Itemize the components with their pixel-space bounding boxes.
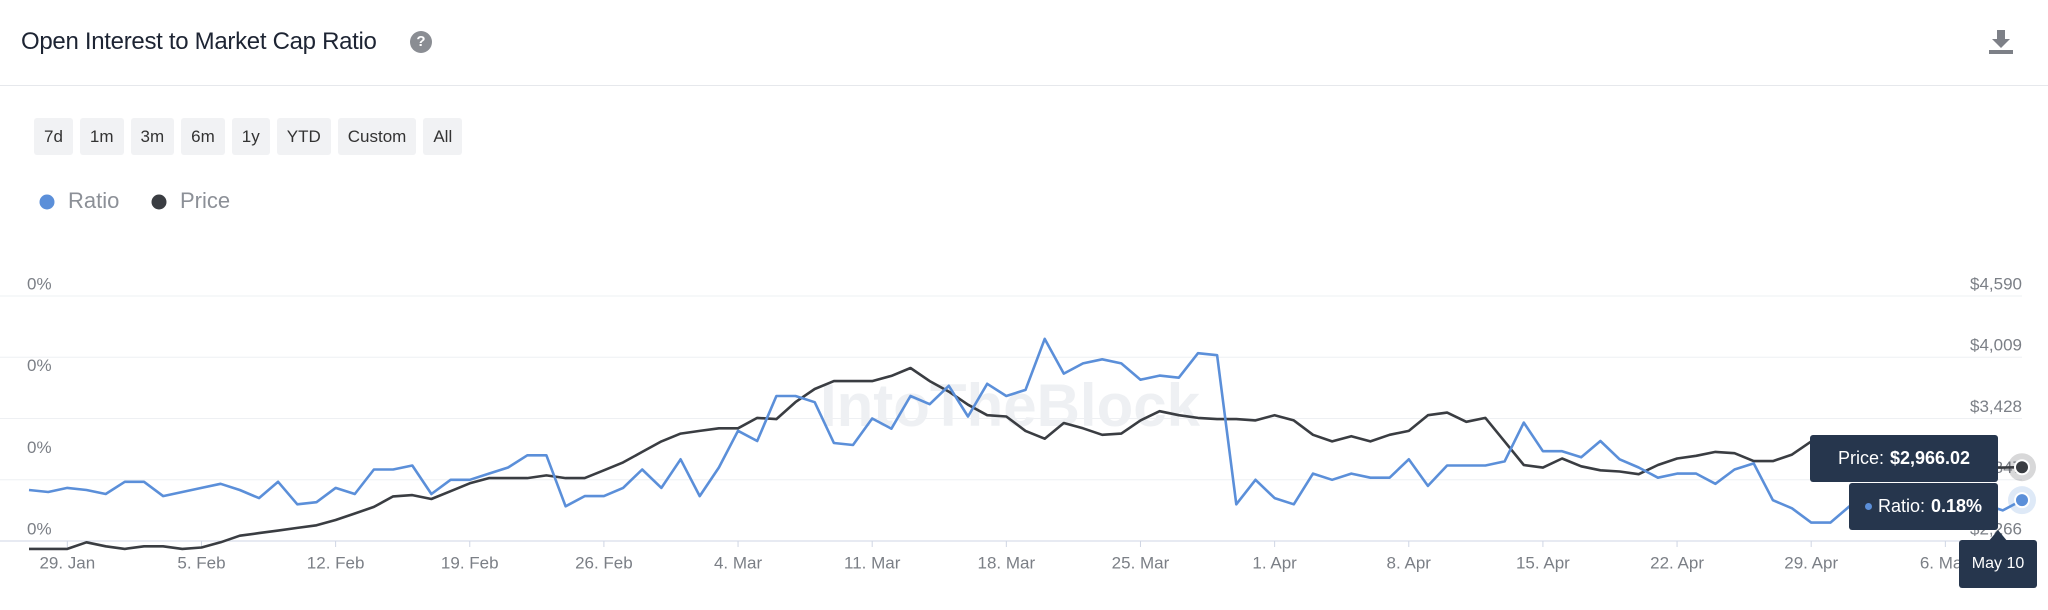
tooltip-price: Price: $2,966.02 [1810, 435, 1998, 482]
legend-label: Price [180, 188, 230, 213]
x-tick-label: 4. Mar [714, 553, 763, 572]
x-tick-label: 25. Mar [1112, 553, 1170, 572]
legend-label: Ratio [68, 188, 119, 213]
series-line [29, 366, 2023, 551]
x-tick-label: 29. Apr [1784, 553, 1838, 572]
hover-point [2014, 459, 2030, 476]
y2-tick-label: $4,009 [1970, 336, 2022, 355]
watermark: IntoTheBlock [820, 372, 1201, 439]
x-tick-label: 12. Feb [307, 553, 365, 572]
x-tick-label: 5. Feb [177, 553, 225, 572]
tooltip-label: Ratio: [1877, 496, 1925, 516]
range-button[interactable]: 6m [181, 118, 225, 155]
range-button[interactable]: Custom [337, 118, 417, 155]
y2-tick-label: $3,428 [1970, 397, 2022, 416]
series-line [28, 337, 2023, 524]
tooltip-date: May 10 [1959, 540, 2037, 588]
tooltip-ratio: Ratio: 0.18% [1849, 483, 1998, 530]
x-tick-label: 19. Feb [441, 553, 499, 572]
range-button[interactable]: All [423, 118, 463, 155]
download-icon[interactable] [1988, 28, 2014, 56]
x-tick-label: 18. Mar [978, 553, 1036, 572]
legend-marker [39, 194, 55, 210]
hover-point [2014, 492, 2030, 509]
tooltip-value: 0.18% [1930, 496, 1983, 516]
y-tick-label: 0% [27, 519, 52, 538]
x-tick-label: 29. Jan [39, 553, 95, 572]
range-buttons: 7d 1m 3m 6m 1y YTD Custom All [34, 118, 463, 155]
divider [0, 85, 2048, 86]
y-tick-label: 0% [27, 438, 52, 457]
range-button[interactable]: 1y [231, 118, 270, 155]
hover-halo [2008, 453, 2036, 482]
x-tick-label: 1. Apr [1252, 553, 1297, 572]
tooltip-arrow [1988, 530, 2008, 542]
tooltip-dot [1864, 503, 1872, 510]
legend-marker [151, 194, 167, 210]
tooltip-date-text: May 10 [1971, 555, 2025, 572]
x-tick-label: 26. Feb [575, 553, 633, 572]
x-tick-label: 11. Mar [844, 553, 901, 572]
y2-tick-label: $4,590 [1970, 274, 2022, 293]
x-tick-label: 15. Apr [1516, 553, 1570, 572]
range-button[interactable]: 1m [79, 118, 124, 155]
range-button[interactable]: YTD [276, 118, 331, 155]
chart-title: Open Interest to Market Cap Ratio [21, 28, 377, 55]
hover-halo [2008, 486, 2036, 515]
y-tick-label: 0% [27, 274, 52, 293]
tooltip-value: $2,966.02 [1889, 448, 1971, 468]
x-tick-label: 8. Apr [1387, 553, 1432, 572]
range-button[interactable]: 3m [130, 118, 175, 155]
x-tick-label: 22. Apr [1650, 553, 1704, 572]
range-button[interactable]: 7d [34, 118, 73, 155]
help-icon[interactable]: ? [410, 31, 432, 53]
y-tick-label: 0% [27, 356, 52, 375]
tooltip-label: Price: [1837, 448, 1884, 468]
